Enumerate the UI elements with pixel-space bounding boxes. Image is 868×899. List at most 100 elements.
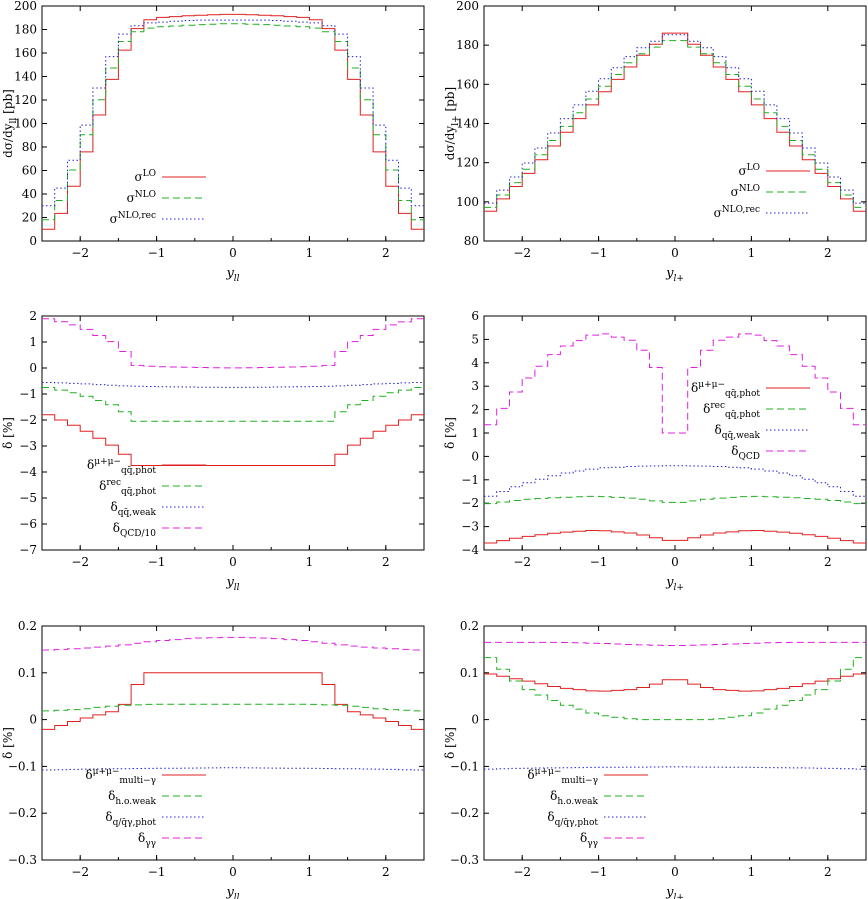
series-line-2 [484,495,866,505]
y-tick-label: 140 [456,117,479,131]
y-tick-label: 80 [464,234,479,248]
legend-label: σLO [738,163,760,178]
series-line-2 [484,40,866,208]
y-tick-label: 160 [14,46,37,60]
x-tick-label: 0 [229,865,237,879]
x-tick-label: 1 [748,555,756,569]
y-axis-label: δ [%] [443,727,457,759]
chart-panel-3: −7 −6 −5 −4 −3 −2 −1 0 1 2 −2 −1 0 1 2 yll δ [%] δμ+μ−qq̄… [1,309,425,593]
y-tick-label: 120 [14,93,37,107]
legend-label: σLO [134,169,156,184]
x-tick-label: 1 [306,246,314,260]
y-tick-label: 80 [22,140,37,154]
y-tick-label: −1 [461,473,479,487]
chart-panel-4: −4 −3 −2 −1 0 1 2 3 4 5 6 −2 −1 0 1 2 yl+ δ [%] δμ+μ−qq̄,p… [443,309,867,593]
plot-frame [483,5,867,242]
legend-label: δq/q̄γ,phot [105,810,156,828]
y-tick-label: −3 [19,439,37,453]
y-tick-label: −1 [19,387,37,401]
series-line-2 [42,387,424,422]
x-tick-label: −2 [71,865,89,879]
x-tick-label: 1 [306,865,314,879]
x-tick-label: 2 [824,246,832,260]
x-tick-label: −1 [148,865,166,879]
x-tick-label: 2 [382,555,390,569]
x-tick-label: 2 [824,555,832,569]
x-tick-label: 1 [748,246,756,260]
y-tick-label: 100 [456,195,479,209]
y-tick-label: 0.2 [18,619,37,633]
y-axis-label: δ [%] [443,417,457,449]
chart-panel-1: 0 20 40 60 80 100 120 140 160 180 200 −2 −1 0 1 2 yll dσ/… [1,0,425,284]
legend-label: δμ+μ−qq̄,phot [691,380,760,399]
y-tick-label: −0.1 [8,759,37,773]
y-tick-label: −5 [19,491,37,505]
y-tick-label: 200 [14,0,37,13]
legend-label: σNLO,rec [110,211,156,226]
chart-panel-6: −0.3 −0.2 −0.1 0 0.1 0.2 −2 −1 0 1 2 yl+ δ [%] δμ+μ−m… [443,619,867,899]
x-tick-label: 0 [671,555,679,569]
y-tick-label: 200 [456,0,479,13]
y-tick-label: −0.3 [450,853,479,867]
series-line-2 [42,23,424,221]
y-tick-label: 0.1 [18,666,37,680]
x-tick-label: −1 [590,865,608,879]
series-line-4 [42,318,424,369]
x-tick-label: 0 [229,246,237,260]
x-tick-label: 0 [671,246,679,260]
y-tick-label: −2 [19,413,37,427]
y-tick-label: 120 [456,156,479,170]
series-line-2 [42,703,424,712]
y-tick-label: −4 [19,465,37,479]
legend-label: δrecqq̄,phot [703,401,760,420]
y-axis-label: δ [%] [1,727,15,759]
y-tick-label: 180 [456,38,479,52]
legend-label: σNLO [731,184,760,199]
y-tick-label: 2 [29,309,37,323]
series-line-1 [42,414,424,466]
y-tick-label: −0.2 [450,806,479,820]
legend-label: δqq̄,weak [111,500,157,518]
x-tick-label: −2 [71,555,89,569]
series-line-4 [42,636,424,651]
series-line-4 [484,333,866,434]
series-line-4 [484,641,866,646]
legend-label: δh.o.weak [108,789,156,807]
legend-label: δμ+μ−multi−γ [85,767,156,786]
y-tick-label: 0 [471,713,479,727]
x-tick-label: −2 [71,246,89,260]
y-tick-label: −0.1 [450,759,479,773]
chart-panel-5: −0.3 −0.2 −0.1 0 0.1 0.2 −2 −1 0 1 2 yll δ [%] δμ+μ−m… [1,619,425,899]
y-tick-label: −7 [19,543,37,557]
plot-frame [483,625,867,861]
series-line-1 [42,13,424,230]
y-tick-label: 0 [29,361,37,375]
x-tick-label: −2 [513,555,531,569]
y-tick-label: −6 [19,517,37,531]
plot-frame [41,5,425,242]
plot-frame [41,625,425,861]
x-tick-label: 1 [306,555,314,569]
y-tick-label: 100 [14,117,37,131]
legend-label: δμ+μ−multi−γ [527,767,598,786]
y-tick-label: 20 [22,211,37,225]
y-tick-label: 5 [471,332,479,346]
y-tick-label: −4 [461,543,479,557]
x-axis-label: yll [225,266,239,284]
y-tick-label: 0 [471,449,479,463]
y-tick-label: 140 [14,70,37,84]
y-tick-label: 60 [22,164,37,178]
series-line-3 [484,465,866,497]
x-axis-label: yl+ [665,885,684,899]
legend-label: δq/q̄γ,phot [547,810,598,828]
legend-label: δγγ [138,831,156,849]
legend-label: δrecqq̄,phot [99,478,156,497]
x-tick-label: 2 [382,865,390,879]
series-line-1 [484,673,866,692]
y-axis-label: dσ/dyl+ [pb] [443,87,461,160]
y-tick-label: −0.3 [8,853,37,867]
x-axis-label: yll [225,885,239,899]
series-line-3 [484,34,866,204]
x-tick-label: 2 [382,246,390,260]
